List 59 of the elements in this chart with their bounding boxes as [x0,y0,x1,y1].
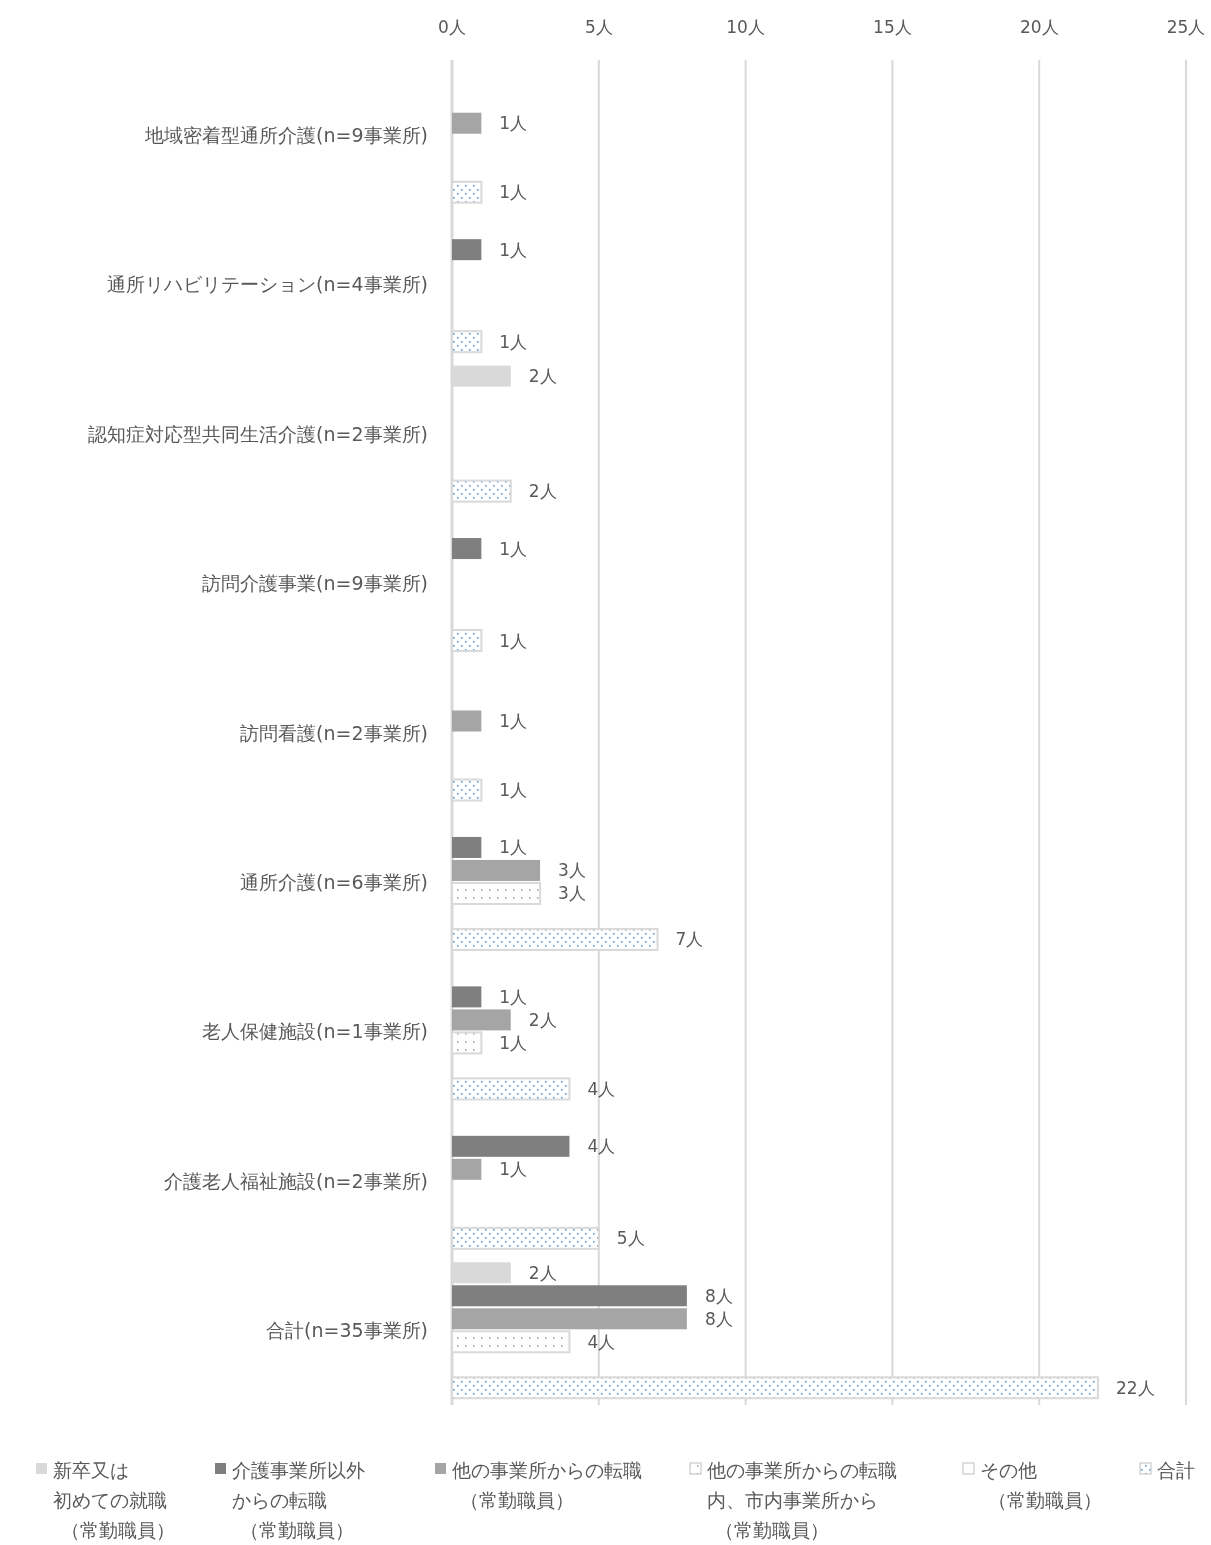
data-label: 1人 [499,780,528,800]
bar [452,1009,511,1031]
bar [452,1285,687,1307]
legend-label: 合計 [1157,1459,1195,1481]
bar [452,1308,687,1330]
y-tick-label: 老人保健施設(n=1事業所) [202,1020,428,1043]
y-tick-label: 通所リハビリテーション(n=4事業所) [107,273,428,296]
data-label: 4人 [587,1078,616,1099]
data-label: 2人 [528,1009,557,1030]
data-label: 5人 [616,1228,645,1249]
data-label: 1人 [499,711,528,731]
data-label: 2人 [528,481,557,502]
x-tick-label: 15人 [873,17,912,37]
data-label: 1人 [499,837,528,858]
data-label: 1人 [499,986,528,1007]
bar [452,112,482,134]
y-tick-label: 訪問介護事業(n=9事業所) [202,572,428,595]
x-tick-label: 25人 [1166,17,1206,37]
data-label: 8人 [704,1285,733,1306]
bar [452,859,541,881]
y-tick-label: 認知症対応型共同生活介護(n=2事業所) [88,422,428,445]
bar [452,1135,570,1157]
data-label: 7人 [675,929,704,950]
bar [452,986,482,1008]
y-tick-label: 訪問看護(n=2事業所) [240,721,428,744]
data-label: 1人 [499,630,528,651]
legend-label: 他の事業所からの転職（常勤職員） [452,1459,642,1511]
data-label: 4人 [587,1136,616,1157]
y-tick-label: 地域密着型通所介護(n=9事業所) [144,123,428,146]
data-label: 1人 [499,538,528,559]
data-label: 3人 [558,883,586,904]
data-label: 22人 [1115,1377,1155,1398]
data-label: 1人 [499,331,528,352]
y-tick-label: 合計(n=35事業所) [266,1319,428,1342]
bar [452,538,482,560]
y-tick-label: 介護老人福祉施設(n=2事業所) [164,1169,428,1192]
data-label: 3人 [558,860,586,881]
bar [452,836,482,858]
legend-label: 介護事業所以外からの転職（常勤職員） [232,1459,365,1541]
legend-label: その他（常勤職員） [980,1459,1102,1511]
legend-label: 新卒又は初めての就職（常勤職員） [53,1459,175,1541]
data-label: 1人 [499,1032,528,1053]
data-label: 1人 [499,113,528,134]
data-label: 2人 [528,366,557,387]
x-tick-label: 0人 [438,17,466,37]
x-tick-label: 20人 [1019,17,1059,37]
data-label: 1人 [499,182,528,203]
legend-label: 他の事業所からの転職内、市内事業所から（常勤職員） [707,1459,897,1541]
bar [452,1158,482,1180]
data-label: 1人 [499,239,528,260]
x-tick-label: 5人 [584,17,613,37]
bar [452,710,482,732]
data-label: 2人 [528,1262,557,1283]
y-tick-label: 通所介護(n=6事業所) [240,870,428,893]
bar [452,239,482,261]
data-label: 1人 [499,1159,528,1180]
data-label: 4人 [587,1331,616,1352]
x-tick-label: 10人 [726,17,765,37]
data-label: 8人 [704,1308,733,1329]
